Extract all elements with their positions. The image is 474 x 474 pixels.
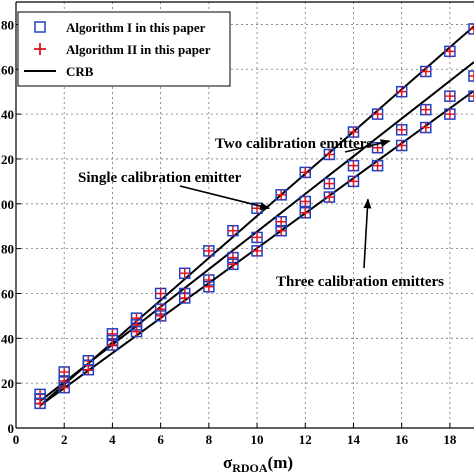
algorithm-2-marker — [179, 292, 190, 303]
series-3 — [34, 89, 474, 410]
y-tick-label: 140 — [0, 107, 14, 122]
algorithm-2-marker — [469, 23, 474, 34]
algorithm-2-marker — [155, 288, 166, 299]
annotations: Two calibration emitters Single calibrati… — [78, 136, 444, 290]
algorithm-2-marker — [444, 91, 455, 102]
algorithm-2-marker — [300, 207, 311, 218]
x-tick-label: 16 — [395, 432, 409, 447]
plot-area — [34, 23, 474, 410]
y-tick-label: 40 — [1, 331, 14, 346]
legend-square-icon — [34, 21, 46, 33]
algorithm-2-marker — [276, 225, 287, 236]
legend-label: Algorithm II in this paper — [66, 42, 211, 57]
algorithm-2-marker — [420, 104, 431, 115]
algorithm-2-marker — [469, 91, 474, 102]
y-tick-label: 120 — [0, 152, 14, 167]
x-tick-label: 0 — [13, 432, 20, 447]
algorithm-2-marker — [276, 189, 287, 200]
algorithm-2-marker — [396, 86, 407, 97]
algorithm-2-marker — [252, 245, 263, 256]
y-tick-label: 60 — [1, 286, 14, 301]
annotation-label: Three calibration emitters — [276, 274, 444, 290]
algorithm-2-marker — [203, 245, 214, 256]
legend-plus-icon — [34, 43, 46, 55]
algorithm-2-marker — [396, 140, 407, 151]
algorithm-2-marker — [444, 109, 455, 120]
y-tick-label: 80 — [1, 242, 14, 257]
legend: Algorithm I in this paper Algorithm II in… — [17, 11, 231, 87]
algorithm-2-marker — [469, 70, 474, 81]
y-tick-label: 100 — [0, 197, 14, 212]
axes — [15, 1, 474, 429]
x-tick-label: 12 — [299, 432, 312, 447]
algorithm-2-marker — [324, 178, 335, 189]
tick-labels: 024681012141618020406080100120140160180 — [0, 17, 457, 447]
legend-label: Algorithm I in this paper — [66, 20, 206, 35]
algorithm-2-marker — [300, 167, 311, 178]
annotation-label: Two calibration emitters — [215, 136, 372, 152]
y-tick-label: 20 — [1, 376, 14, 391]
y-tick-label: 160 — [0, 62, 14, 77]
algorithm-2-marker — [83, 364, 94, 375]
annotation-arrow — [179, 185, 271, 210]
algorithm-2-marker — [324, 192, 335, 203]
algorithm-2-marker — [348, 160, 359, 171]
algorithm-2-marker — [107, 340, 118, 351]
y-tick-label: 180 — [0, 17, 14, 32]
algorithm-2-marker — [372, 109, 383, 120]
algorithm-2-marker — [203, 281, 214, 292]
algorithm-2-marker — [420, 122, 431, 133]
algorithm-2-marker — [444, 46, 455, 57]
algorithm-2-marker — [348, 127, 359, 138]
algorithm-2-marker — [348, 176, 359, 187]
x-tick-label: 2 — [61, 432, 68, 447]
x-tick-label: 6 — [157, 432, 164, 447]
series-2 — [34, 61, 474, 405]
algorithm-2-marker — [420, 66, 431, 77]
algorithm-2-marker — [59, 382, 70, 393]
x-axis-label: σRDOA(m) — [223, 453, 293, 474]
algorithm-2-marker — [131, 326, 142, 337]
annotation-arrow — [363, 198, 372, 269]
annotation-label: Single calibration emitter — [78, 170, 242, 186]
algorithm-2-marker — [227, 225, 238, 236]
y-tick-label: 0 — [8, 421, 15, 436]
x-tick-label: 14 — [347, 432, 361, 447]
algorithm-2-marker — [227, 259, 238, 270]
algorithm-2-marker — [324, 149, 335, 160]
legend-box — [17, 11, 231, 87]
x-tick-label: 8 — [206, 432, 213, 447]
legend-label: CRB — [66, 64, 94, 79]
algorithm-2-marker — [155, 310, 166, 321]
x-tick-label: 18 — [443, 432, 457, 447]
algorithm-2-marker — [35, 398, 46, 409]
annotation-arrow — [344, 139, 391, 153]
algorithm-2-marker — [372, 160, 383, 171]
x-tick-label: 10 — [251, 432, 264, 447]
x-tick-label: 4 — [109, 432, 116, 447]
algorithm-2-marker — [396, 124, 407, 135]
algorithm-2-marker — [179, 268, 190, 279]
algorithm-2-marker — [300, 196, 311, 207]
algorithm-2-marker — [252, 232, 263, 243]
